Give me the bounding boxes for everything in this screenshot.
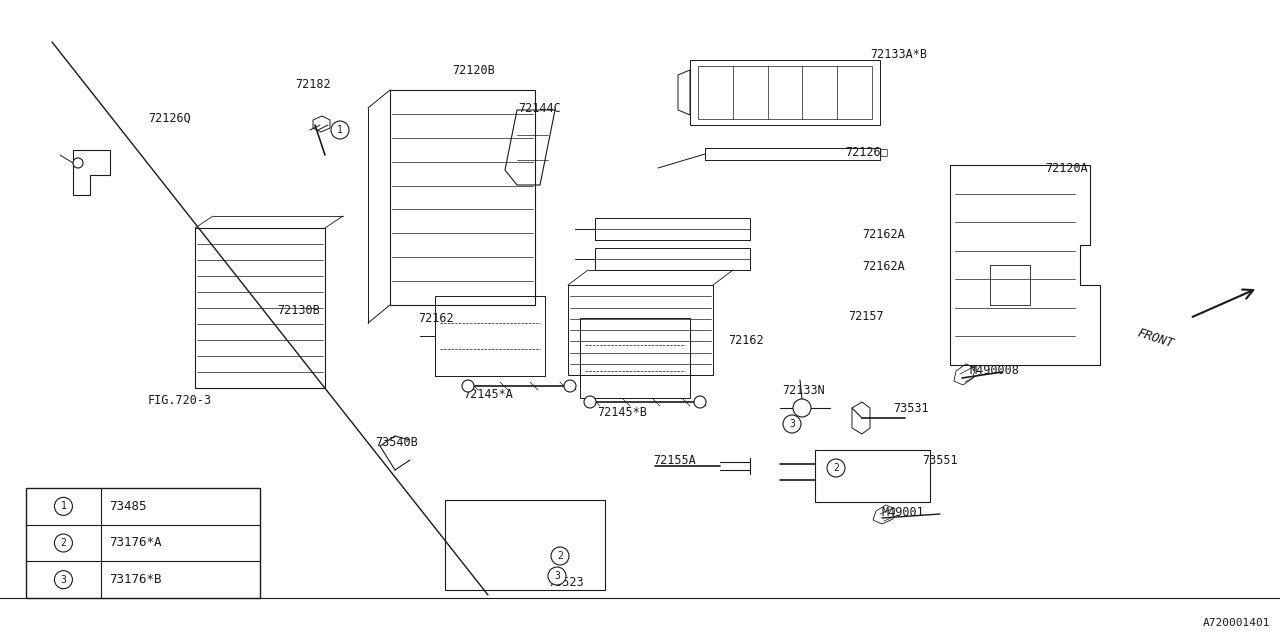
Circle shape bbox=[550, 547, 570, 565]
Text: 2: 2 bbox=[557, 551, 563, 561]
Bar bbox=[989, 265, 1030, 305]
Text: 73176*B: 73176*B bbox=[109, 573, 161, 586]
Bar bbox=[26, 488, 260, 598]
Text: 72155A: 72155A bbox=[653, 454, 696, 467]
Text: 2: 2 bbox=[833, 463, 838, 473]
Text: FRONT: FRONT bbox=[1135, 326, 1175, 350]
Text: 72145*B: 72145*B bbox=[596, 406, 646, 419]
Text: FIG.720-3: FIG.720-3 bbox=[148, 394, 212, 406]
Text: 73523: 73523 bbox=[548, 575, 584, 589]
Circle shape bbox=[55, 497, 73, 515]
Circle shape bbox=[827, 459, 845, 477]
Text: 72133N: 72133N bbox=[782, 383, 824, 397]
Text: 72144C: 72144C bbox=[518, 102, 561, 115]
Circle shape bbox=[584, 396, 596, 408]
Bar bbox=[595, 218, 750, 240]
Text: 3: 3 bbox=[788, 419, 795, 429]
Bar bbox=[815, 450, 931, 502]
Bar bbox=[690, 60, 881, 125]
Bar bbox=[195, 228, 325, 388]
Text: 72162: 72162 bbox=[728, 333, 764, 346]
Bar bbox=[435, 296, 545, 376]
Bar bbox=[445, 500, 605, 590]
Text: 72133A*B: 72133A*B bbox=[870, 49, 927, 61]
Circle shape bbox=[564, 380, 576, 392]
Text: 72126Q: 72126Q bbox=[148, 111, 191, 125]
Text: 72162A: 72162A bbox=[861, 259, 905, 273]
Text: 72157: 72157 bbox=[849, 310, 883, 323]
Text: 72120A: 72120A bbox=[1044, 161, 1088, 175]
Text: 72145*A: 72145*A bbox=[463, 388, 513, 401]
Text: 72162: 72162 bbox=[419, 312, 453, 324]
Text: 3: 3 bbox=[60, 575, 67, 585]
Text: 73531: 73531 bbox=[893, 401, 928, 415]
Circle shape bbox=[55, 534, 73, 552]
Text: M49001: M49001 bbox=[882, 506, 924, 518]
Text: 1: 1 bbox=[60, 501, 67, 511]
Text: 72126□: 72126□ bbox=[845, 145, 888, 159]
Bar bbox=[390, 90, 535, 305]
Circle shape bbox=[462, 380, 474, 392]
Text: 73176*A: 73176*A bbox=[109, 536, 161, 550]
Circle shape bbox=[548, 567, 566, 585]
Text: 72182: 72182 bbox=[294, 79, 330, 92]
Circle shape bbox=[794, 399, 812, 417]
Circle shape bbox=[332, 121, 349, 139]
Text: 3: 3 bbox=[554, 571, 559, 581]
Bar bbox=[698, 66, 872, 119]
Circle shape bbox=[783, 415, 801, 433]
Bar bbox=[595, 248, 750, 270]
Text: 73540B: 73540B bbox=[375, 435, 417, 449]
Text: 1: 1 bbox=[337, 125, 343, 135]
Circle shape bbox=[73, 158, 83, 168]
Text: A720001401: A720001401 bbox=[1202, 618, 1270, 628]
Text: 72162A: 72162A bbox=[861, 227, 905, 241]
Text: 72120B: 72120B bbox=[452, 63, 495, 77]
Circle shape bbox=[55, 571, 73, 589]
Circle shape bbox=[694, 396, 707, 408]
Text: M490008: M490008 bbox=[970, 364, 1020, 376]
Text: 73551: 73551 bbox=[922, 454, 957, 467]
Text: 72130B: 72130B bbox=[276, 303, 320, 317]
Bar bbox=[580, 318, 690, 398]
Text: 2: 2 bbox=[60, 538, 67, 548]
Bar bbox=[568, 285, 713, 375]
Text: 73485: 73485 bbox=[109, 500, 146, 513]
